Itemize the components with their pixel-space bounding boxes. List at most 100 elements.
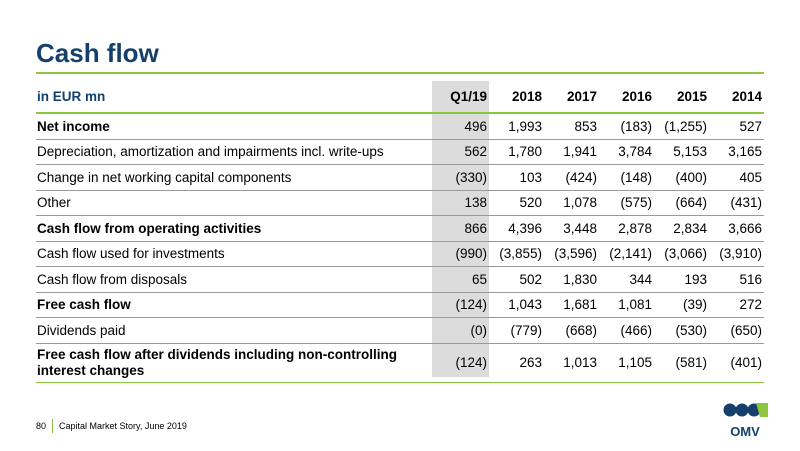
table-row: Net income 496 1,993 853 (183) (1,255) 5… xyxy=(36,113,764,140)
table-cell: 2,834 xyxy=(654,215,709,242)
table-cell: 1,993 xyxy=(489,113,544,140)
table-cell: (124) xyxy=(432,343,489,383)
table-cell: 1,681 xyxy=(544,292,599,318)
table-cell: 516 xyxy=(709,266,764,293)
table-row: Change in net working capital components… xyxy=(36,164,764,191)
table-row: Free cash flow after dividends including… xyxy=(36,343,764,383)
table-cell: 3,784 xyxy=(599,139,654,165)
row-label: Other xyxy=(36,190,432,216)
table-cell: 1,830 xyxy=(544,266,599,293)
table-cell: (183) xyxy=(599,113,654,140)
title-divider xyxy=(36,72,764,74)
omv-logo: OMV xyxy=(723,403,768,439)
table-cell: 4,396 xyxy=(489,215,544,242)
table-cell: (3,910) xyxy=(709,241,764,267)
table-cell: 193 xyxy=(654,266,709,293)
table-cell: 527 xyxy=(709,113,764,140)
table-cell: (424) xyxy=(544,164,599,191)
footer-text: Capital Market Story, June 2019 xyxy=(59,421,187,431)
table-cell: (990) xyxy=(432,241,489,267)
table-cell: 1,043 xyxy=(489,292,544,318)
table-row: Cash flow from disposals 65 502 1,830 34… xyxy=(36,266,764,293)
table-cell: 562 xyxy=(432,139,489,165)
table-cell: (2,141) xyxy=(599,241,654,267)
table-cell: (3,066) xyxy=(654,241,709,267)
table-cell: 1,013 xyxy=(544,343,599,383)
table-cell: (466) xyxy=(599,317,654,344)
table-row: Free cash flow (124) 1,043 1,681 1,081 (… xyxy=(36,292,764,318)
logo-circle-left xyxy=(723,403,737,417)
table-cell: 5,153 xyxy=(654,139,709,165)
row-label: Free cash flow xyxy=(36,292,432,318)
table-cell: (431) xyxy=(709,190,764,216)
table-cell: (400) xyxy=(654,164,709,191)
row-label: Dividends paid xyxy=(36,317,432,344)
table-cell: (668) xyxy=(544,317,599,344)
table-cell: 502 xyxy=(489,266,544,293)
table-cell: (148) xyxy=(599,164,654,191)
row-label: Cash flow from disposals xyxy=(36,266,432,293)
table-cell: 1,941 xyxy=(544,139,599,165)
table-row: Depreciation, amortization and impairmen… xyxy=(36,139,764,165)
unit-label: in EUR mn xyxy=(36,81,432,114)
footer: 80 Capital Market Story, June 2019 xyxy=(36,419,187,433)
column-header: 2015 xyxy=(654,81,709,114)
table-cell: 1,081 xyxy=(599,292,654,318)
table-cell: (124) xyxy=(432,292,489,318)
column-header: 2017 xyxy=(544,81,599,114)
table-cell: (3,596) xyxy=(544,241,599,267)
table-header-row: in EUR mn Q1/19 2018 2017 2016 2015 2014 xyxy=(36,81,764,114)
column-header: 2018 xyxy=(489,81,544,114)
table-cell: (575) xyxy=(599,190,654,216)
table-row: Other 138 520 1,078 (575) (664) (431) xyxy=(36,190,764,216)
row-label: Cash flow used for investments xyxy=(36,241,432,267)
table-cell: 263 xyxy=(489,343,544,383)
table-cell: 2,878 xyxy=(599,215,654,242)
table-cell: (581) xyxy=(654,343,709,383)
table-cell: (530) xyxy=(654,317,709,344)
table-cell: 65 xyxy=(432,266,489,293)
row-label: Free cash flow after dividends including… xyxy=(36,343,432,383)
page-title: Cash flow xyxy=(36,38,159,68)
page-number: 80 xyxy=(36,421,47,431)
table-cell: 272 xyxy=(709,292,764,318)
table-row: Dividends paid (0) (779) (668) (466) (53… xyxy=(36,317,764,344)
table-cell: 853 xyxy=(544,113,599,140)
logo-circle-mid xyxy=(735,403,749,417)
table-cell: 3,165 xyxy=(709,139,764,165)
table-cell: (779) xyxy=(489,317,544,344)
row-label-text: Free cash flow after dividends including… xyxy=(37,346,398,378)
table-cell: 103 xyxy=(489,164,544,191)
table-cell: (330) xyxy=(432,164,489,191)
table-row: Cash flow from operating activities 866 … xyxy=(36,215,764,242)
table-cell: 520 xyxy=(489,190,544,216)
table-cell: (39) xyxy=(654,292,709,318)
table-cell: 3,448 xyxy=(544,215,599,242)
table-cell: 866 xyxy=(432,215,489,242)
column-header: 2014 xyxy=(709,81,764,114)
table-cell: (0) xyxy=(432,317,489,344)
row-label: Change in net working capital components xyxy=(36,164,432,191)
table-cell: 496 xyxy=(432,113,489,140)
row-label: Net income xyxy=(36,113,432,140)
logo-text: OMV xyxy=(730,424,760,439)
table-cell: (1,255) xyxy=(654,113,709,140)
cash-flow-table: in EUR mn Q1/19 2018 2017 2016 2015 2014… xyxy=(36,81,764,383)
table-cell: 405 xyxy=(709,164,764,191)
table-cell: (3,855) xyxy=(489,241,544,267)
table-row: Cash flow used for investments (990) (3,… xyxy=(36,241,764,267)
column-header: Q1/19 xyxy=(432,81,489,114)
table-cell: (664) xyxy=(654,190,709,216)
column-header: 2016 xyxy=(599,81,654,114)
row-label: Depreciation, amortization and impairmen… xyxy=(36,139,432,165)
footer-divider xyxy=(52,419,54,433)
table-cell: (650) xyxy=(709,317,764,344)
table-cell: 138 xyxy=(432,190,489,216)
table-cell: 344 xyxy=(599,266,654,293)
table-cell: 3,666 xyxy=(709,215,764,242)
table-cell: 1,105 xyxy=(599,343,654,383)
table-cell: 1,078 xyxy=(544,190,599,216)
table-cell: (401) xyxy=(709,343,764,383)
logo-green-mark xyxy=(756,403,768,417)
row-label: Cash flow from operating activities xyxy=(36,215,432,242)
